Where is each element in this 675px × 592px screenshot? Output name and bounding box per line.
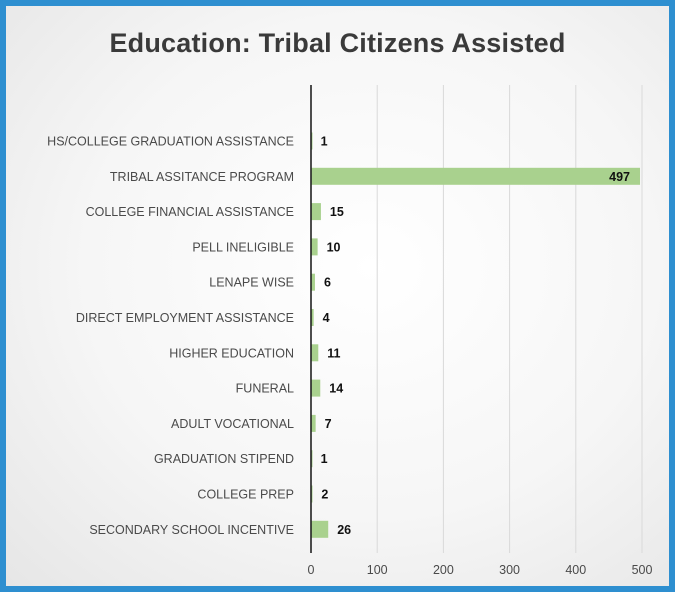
value-label: 6 [324, 276, 331, 290]
x-tick-label: 200 [433, 563, 454, 577]
bar [311, 238, 318, 256]
value-label: 1 [321, 452, 328, 466]
bar [311, 520, 329, 538]
bar [311, 414, 316, 432]
x-tick-labels: 0 100 200 300 400 500 [308, 563, 653, 577]
category-label: PELL INELIGIBLE [192, 240, 294, 254]
category-label: FUNERAL [236, 382, 294, 396]
category-label: COLLEGE FINANCIAL ASSISTANCE [86, 205, 294, 219]
value-label: 14 [329, 382, 343, 396]
bar [311, 344, 319, 362]
value-label: 4 [323, 311, 330, 325]
category-label: GRADUATION STIPEND [154, 452, 294, 466]
bar [311, 167, 641, 185]
x-tick-label: 0 [308, 563, 315, 577]
category-label: SECONDARY SCHOOL INCENTIVE [89, 523, 294, 537]
value-label: 26 [337, 523, 351, 537]
x-tick-label: 400 [565, 563, 586, 577]
bars [311, 132, 641, 538]
chart-title: Education: Tribal Citizens Assisted [109, 28, 566, 58]
value-labels: 1 497 15 10 6 4 11 14 7 1 2 26 [321, 135, 630, 537]
value-label: 11 [327, 346, 340, 360]
x-tick-label: 500 [632, 563, 653, 577]
category-label: HIGHER EDUCATION [169, 346, 294, 360]
gridlines [376, 85, 643, 553]
value-label: 1 [321, 135, 328, 149]
category-label: COLLEGE PREP [197, 488, 294, 502]
category-labels: HS/COLLEGE GRADUATION ASSISTANCE TRIBAL A… [47, 135, 294, 537]
bar [311, 379, 321, 397]
value-label: 2 [321, 488, 328, 502]
category-label: DIRECT EMPLOYMENT ASSISTANCE [76, 311, 294, 325]
value-label: 497 [609, 170, 630, 184]
x-tick-label: 100 [367, 563, 388, 577]
bar [311, 203, 321, 221]
category-label: HS/COLLEGE GRADUATION ASSISTANCE [47, 135, 294, 149]
value-label: 15 [330, 205, 344, 219]
x-tick-label: 300 [499, 563, 520, 577]
bar [311, 273, 315, 291]
category-label: ADULT VOCATIONAL [171, 417, 294, 431]
category-label: TRIBAL ASSITANCE PROGRAM [110, 170, 294, 184]
value-label: 7 [325, 417, 332, 431]
value-label: 10 [327, 240, 341, 254]
bar [311, 309, 314, 326]
category-label: LENAPE WISE [209, 276, 294, 290]
